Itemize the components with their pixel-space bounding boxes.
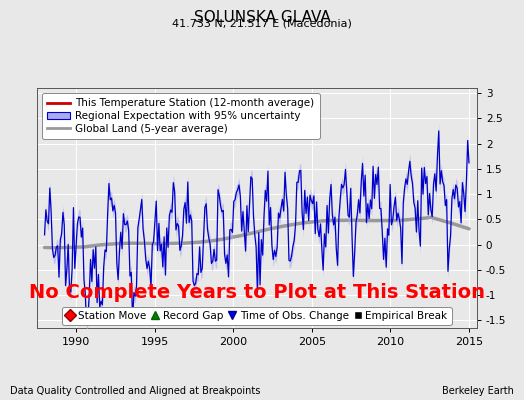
Text: SOLUNSKA GLAVA: SOLUNSKA GLAVA [194,10,330,25]
Text: 41.733 N, 21.517 E (Macedonia): 41.733 N, 21.517 E (Macedonia) [172,18,352,28]
Text: No Complete Years to Plot at This Station: No Complete Years to Plot at This Statio… [29,282,485,302]
Text: Data Quality Controlled and Aligned at Breakpoints: Data Quality Controlled and Aligned at B… [10,386,261,396]
Text: Berkeley Earth: Berkeley Earth [442,386,514,396]
Legend: Station Move, Record Gap, Time of Obs. Change, Empirical Break: Station Move, Record Gap, Time of Obs. C… [62,307,452,325]
